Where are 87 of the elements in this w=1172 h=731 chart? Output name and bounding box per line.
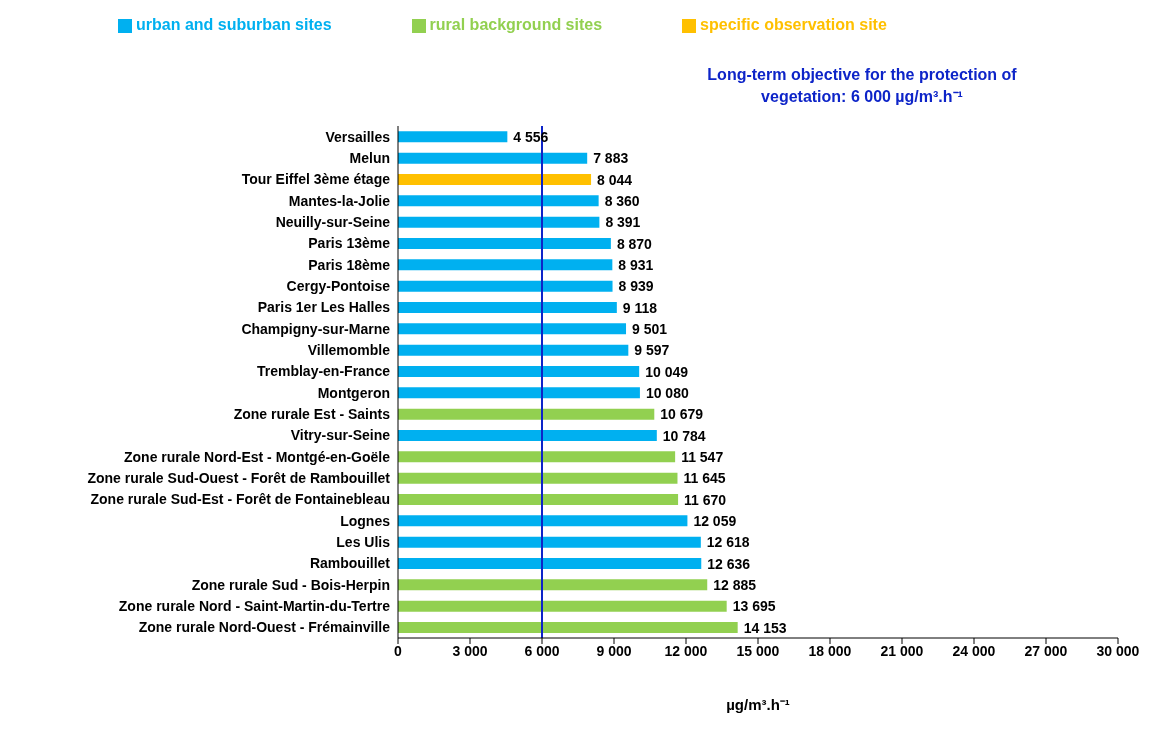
y-tick-label: Paris 1er Les Halles xyxy=(257,299,391,316)
y-tick-label: Zone rurale Sud - Bois-Herpin xyxy=(191,576,390,593)
y-tick-label: Melun xyxy=(349,149,390,166)
x-tick-label: 15 000 xyxy=(736,642,780,659)
bar xyxy=(398,238,611,249)
bar xyxy=(398,216,600,228)
y-tick-label: Neuilly-sur-Seine xyxy=(275,213,391,230)
y-tick-label: Lognes xyxy=(340,512,391,529)
text: 11 645 xyxy=(683,470,726,487)
y-tick-label: Tremblay-en-France xyxy=(256,363,391,380)
bar xyxy=(398,430,657,441)
y-tick-label: Villemomble xyxy=(307,341,391,358)
y-tick-label: Tour Eiffel 3ème étage xyxy=(241,171,391,188)
bar xyxy=(398,152,588,164)
bar xyxy=(398,558,702,569)
bar xyxy=(398,302,617,313)
text: 13 695 xyxy=(732,598,776,615)
y-tick-label: Zone rurale Sud-Est - Forêt de Fontainebleau xyxy=(90,491,390,508)
text: 14 153 xyxy=(743,619,787,636)
x-tick-label: 30 000 xyxy=(1096,642,1140,659)
y-tick-label: Mantes-la-Jolie xyxy=(288,192,391,209)
bar xyxy=(398,472,678,484)
text: 11 547 xyxy=(681,448,724,465)
text: 8 360 xyxy=(604,192,640,209)
text: 8 391 xyxy=(605,214,641,231)
text: 12 618 xyxy=(706,534,750,551)
x-axis-title: µg/m³.h⁻¹ xyxy=(726,696,790,713)
x-tick-label: 9 000 xyxy=(596,642,632,659)
text: 8 870 xyxy=(616,235,652,252)
y-tick-label: Zone rurale Nord-Est - Montgé-en-Goële xyxy=(123,448,391,465)
y-tick-label: Versailles xyxy=(325,128,391,145)
y-tick-label: Zone rurale Sud-Ouest - Forêt de Rambouillet xyxy=(87,469,391,486)
text: 12 059 xyxy=(693,512,737,529)
x-tick-label: 24 000 xyxy=(952,642,996,659)
legend-label: specific observation site xyxy=(700,16,887,33)
text: 10 049 xyxy=(645,363,688,380)
bar xyxy=(398,579,708,591)
x-tick-label: 21 000 xyxy=(880,642,924,659)
y-tick-label: Vitry-sur-Seine xyxy=(290,427,391,444)
y-tick-label: Champigny-sur-Marne xyxy=(241,320,391,337)
bar xyxy=(398,387,640,399)
y-tick-label: Zone rurale Nord-Ouest - Frémainville xyxy=(138,619,391,636)
bar xyxy=(398,408,655,420)
bar xyxy=(398,515,688,527)
text: 9 597 xyxy=(634,342,670,359)
bar xyxy=(398,600,727,612)
ref-line-label: Long-term objective for the protection of vegetation: 6 000 µg/m³.h⁻¹ xyxy=(707,66,1018,105)
x-tick-label: 27 000 xyxy=(1024,642,1068,659)
text: 12 636 xyxy=(707,555,751,572)
y-tick-label: Les Ulis xyxy=(336,533,391,550)
x-tick-label: 18 000 xyxy=(808,642,852,659)
y-tick-label: Zone rurale Est - Saints xyxy=(233,405,391,422)
y-tick-label: Zone rurale Nord - Saint-Martin-du-Tertre xyxy=(118,597,391,614)
bar xyxy=(398,195,599,207)
bar xyxy=(398,280,613,292)
x-tick-label: 6 000 xyxy=(524,642,560,659)
text: 7 883 xyxy=(593,150,629,167)
bar xyxy=(398,259,613,271)
bar xyxy=(398,451,676,463)
text: 8 939 xyxy=(618,278,654,295)
text: 9 501 xyxy=(632,320,668,337)
text: 9 118 xyxy=(622,299,658,316)
bar xyxy=(398,494,679,505)
bar xyxy=(398,344,629,356)
text: 8 931 xyxy=(618,256,654,273)
y-tick-label: Cergy-Pontoise xyxy=(286,277,391,294)
text: 10 679 xyxy=(660,406,704,423)
bar xyxy=(398,323,627,335)
x-tick-label: 3 000 xyxy=(452,642,488,659)
x-tick-label: 12 000 xyxy=(664,642,708,659)
bar xyxy=(398,131,508,143)
text: 12 885 xyxy=(713,576,757,593)
text: 11 670 xyxy=(684,491,727,508)
bar xyxy=(398,366,640,377)
bar xyxy=(398,536,701,548)
legend-label: rural background sites xyxy=(429,16,603,33)
text: 10 080 xyxy=(645,384,689,401)
text: 10 784 xyxy=(662,427,706,444)
bar xyxy=(398,174,592,185)
x-tick-label: 0 xyxy=(394,642,403,659)
legend-label: urban and suburban sites xyxy=(136,16,332,33)
y-tick-label: Paris 18ème xyxy=(308,256,391,273)
bar xyxy=(398,622,738,633)
y-tick-label: Paris 13ème xyxy=(308,235,391,252)
y-tick-label: Montgeron xyxy=(317,384,390,401)
text: 8 044 xyxy=(597,171,633,188)
y-tick-label: Rambouillet xyxy=(309,555,391,572)
